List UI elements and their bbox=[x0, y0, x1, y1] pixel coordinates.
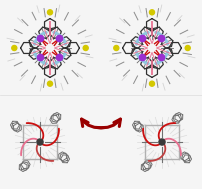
Circle shape bbox=[56, 35, 63, 42]
Circle shape bbox=[158, 54, 165, 61]
Circle shape bbox=[149, 10, 155, 15]
Circle shape bbox=[47, 81, 53, 86]
Circle shape bbox=[139, 54, 146, 61]
Circle shape bbox=[149, 81, 155, 86]
Circle shape bbox=[47, 10, 53, 15]
Circle shape bbox=[37, 35, 44, 42]
Circle shape bbox=[139, 35, 146, 42]
Circle shape bbox=[185, 46, 190, 50]
Circle shape bbox=[114, 46, 119, 50]
FancyArrowPatch shape bbox=[82, 119, 105, 128]
Circle shape bbox=[12, 46, 17, 50]
Circle shape bbox=[83, 46, 88, 50]
Circle shape bbox=[56, 54, 63, 61]
Circle shape bbox=[158, 35, 165, 42]
FancyArrowPatch shape bbox=[97, 119, 120, 128]
Circle shape bbox=[37, 54, 44, 61]
Circle shape bbox=[37, 139, 43, 145]
Circle shape bbox=[159, 139, 165, 145]
